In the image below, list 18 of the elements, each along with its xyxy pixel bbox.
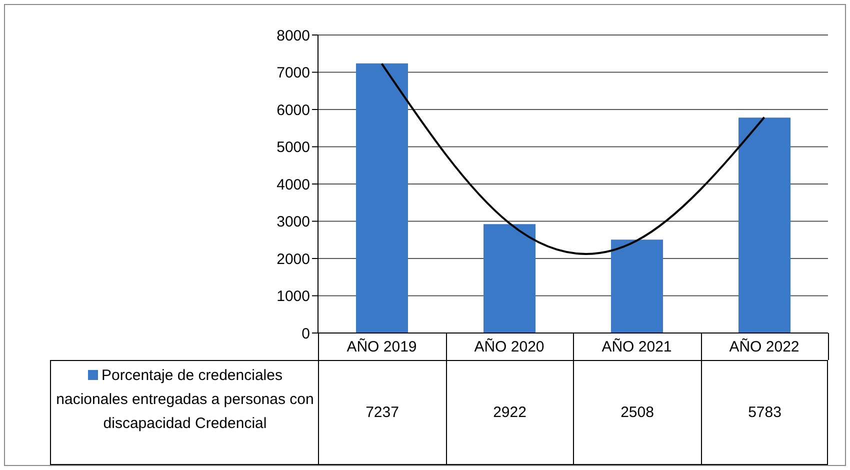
x-tick-label: AÑO 2021 bbox=[602, 338, 672, 356]
y-tick-label: 1000 bbox=[276, 288, 310, 306]
data-label: 2922 bbox=[446, 360, 573, 465]
x-tick-label: AÑO 2019 bbox=[346, 338, 417, 356]
y-tick-label: 8000 bbox=[276, 27, 310, 44]
y-tick-label: 3000 bbox=[276, 214, 310, 231]
legend-label: Porcentaje de credenciales nacionales entregadas a personas con discapacidad Credencial bbox=[55, 366, 315, 434]
y-tick-label: 2000 bbox=[276, 250, 310, 268]
y-tick-label: 6000 bbox=[276, 102, 310, 119]
y-tick-label: 0 bbox=[302, 325, 310, 342]
data-label: 2508 bbox=[573, 360, 700, 465]
data-label: 7237 bbox=[318, 360, 446, 465]
data-label: 5783 bbox=[700, 360, 828, 465]
y-tick-label: 7000 bbox=[276, 64, 310, 82]
y-tick-label: 5000 bbox=[276, 139, 310, 156]
x-tick-label: AÑO 2020 bbox=[474, 338, 544, 356]
y-tick-label: 4000 bbox=[276, 176, 310, 194]
x-tick-label: AÑO 2022 bbox=[729, 338, 800, 356]
